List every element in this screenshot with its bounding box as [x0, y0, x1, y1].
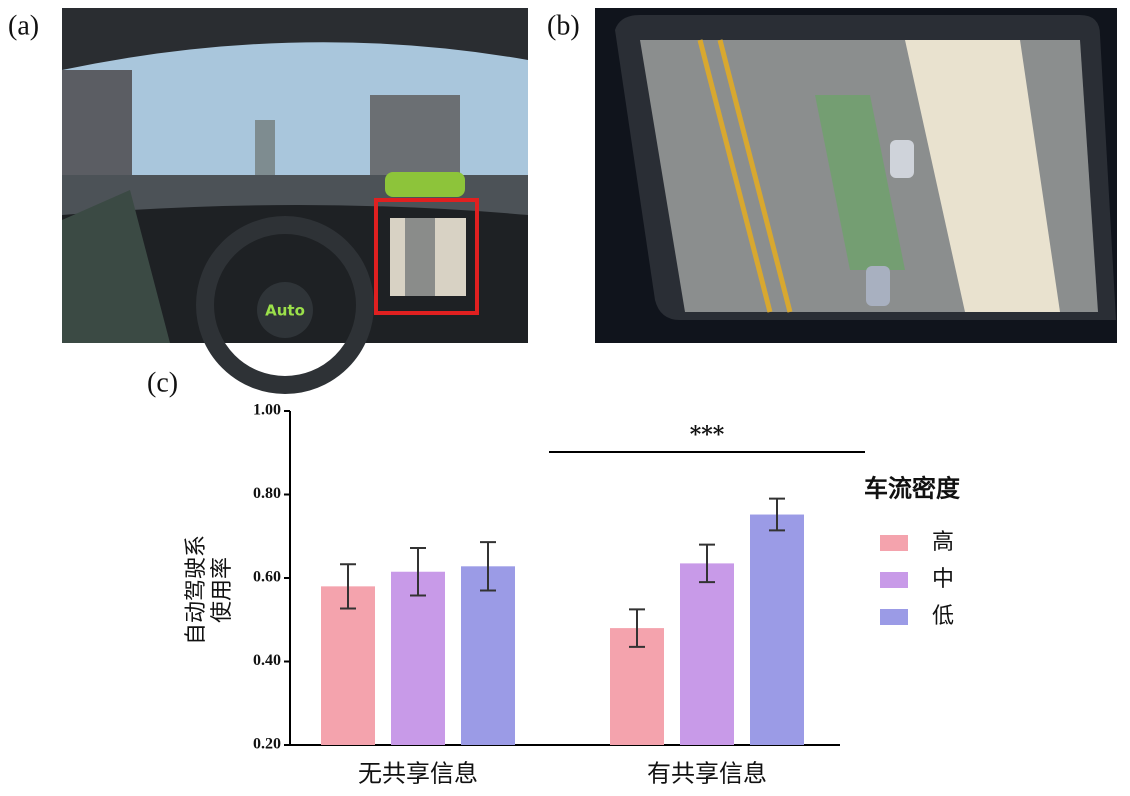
bar [461, 566, 515, 745]
legend-swatch [880, 572, 908, 588]
bar [680, 563, 734, 745]
bar [391, 571, 445, 745]
error-bar [769, 497, 785, 532]
y-tick-label: 1.00 [253, 402, 281, 419]
panel-label: (a) [8, 10, 39, 41]
x-tick-label: 无共享信息 [358, 760, 478, 788]
legend-label: 低 [932, 604, 954, 629]
bar [750, 514, 804, 745]
wheel-text: Auto [265, 302, 305, 320]
y-axis-label: 自动驾驶系 [184, 535, 209, 645]
y-tick-label: 0.60 [253, 569, 281, 586]
display-image [595, 8, 1117, 343]
legend-label: 中 [932, 567, 954, 592]
error-bar [410, 546, 426, 597]
panel-label: (b) [547, 10, 580, 41]
y-tick-label: 0.20 [253, 736, 281, 753]
y-tick-label: 0.40 [253, 652, 281, 669]
bar [321, 586, 375, 745]
y-axis-label: 使用率 [210, 557, 235, 623]
panel-label: (c) [147, 367, 178, 398]
legend-title: 车流密度 [864, 474, 961, 503]
significance-label: *** [690, 422, 725, 448]
error-bar [699, 543, 715, 584]
error-bar [629, 608, 645, 648]
legend-swatch [880, 535, 908, 551]
y-tick-label: 0.80 [253, 485, 281, 502]
legend-label: 高 [932, 530, 954, 555]
error-bar [340, 563, 356, 610]
x-tick-label: 有共享信息 [647, 760, 767, 788]
error-bar [480, 541, 496, 592]
simulator-image: Auto [62, 8, 528, 394]
legend-swatch [880, 609, 908, 625]
